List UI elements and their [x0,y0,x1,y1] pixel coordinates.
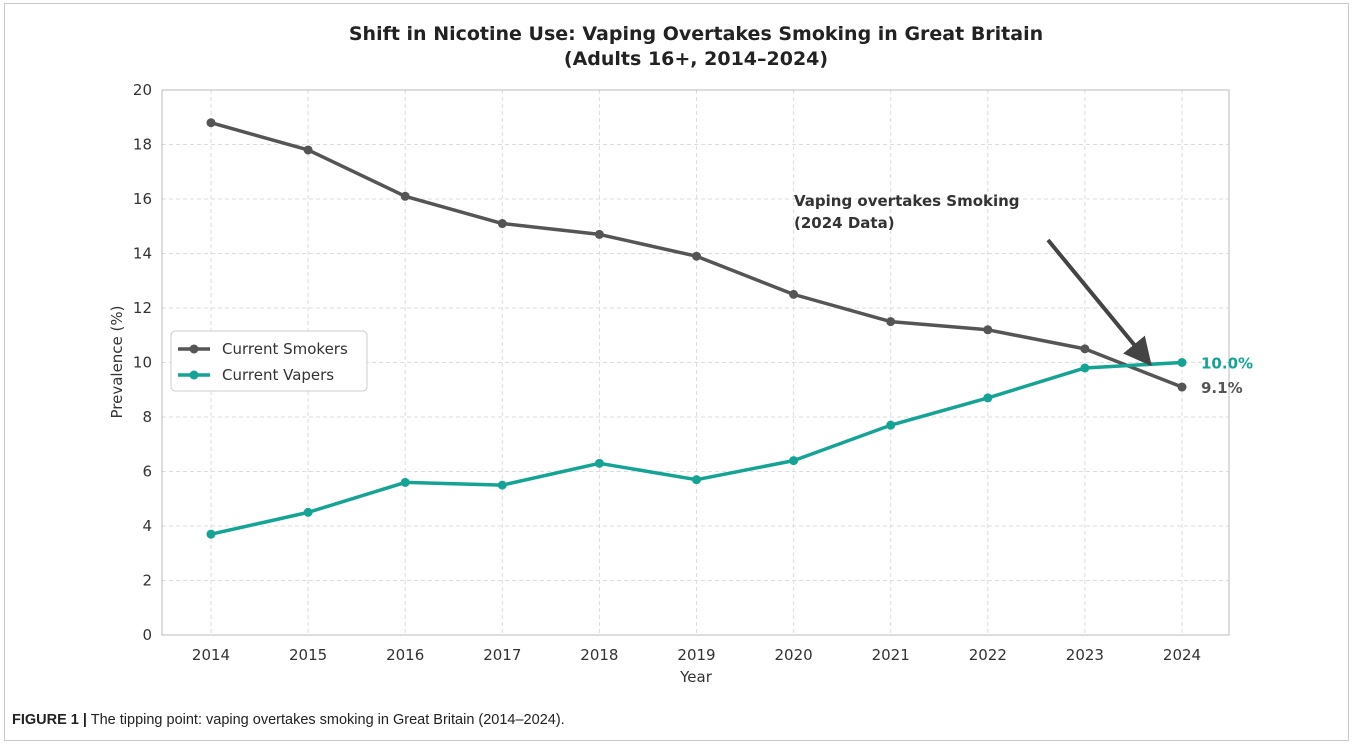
x-tick-label: 2020 [775,646,813,664]
chart-subtitle: (Adults 16+, 2014–2024) [564,48,828,70]
y-tick-label: 18 [133,136,152,154]
plot-area [161,89,1230,636]
data-point [206,118,216,128]
data-point [789,456,799,466]
legend-item: Current Vapers [178,366,334,384]
data-point [594,229,604,239]
data-point [692,475,701,485]
annotation-line-2: (2024 Data) [794,214,895,232]
series-current-smokers: 9.1% [206,118,1243,397]
end-value-label: 9.1% [1201,379,1243,397]
legend-box [170,330,368,392]
y-tick-label: 10 [133,354,152,372]
data-point [303,507,313,517]
data-point [983,393,993,403]
data-point [497,480,507,490]
x-tick-label: 2023 [1066,646,1104,664]
data-point [983,325,993,335]
y-tick-label: 6 [142,463,152,481]
y-axis-label: Prevalence (%) [108,305,126,418]
data-point [1177,382,1187,392]
x-tick-label: 2021 [872,646,910,664]
legend-marker [189,370,199,380]
x-tick-label: 2018 [580,646,618,664]
y-tick-label: 2 [142,572,152,590]
y-tick-label: 8 [142,408,152,426]
caption-label: FIGURE 1 | [12,712,87,728]
data-point [692,251,701,261]
caption-text: The tipping point: vaping overtakes smok… [86,712,565,728]
x-tick-label: 2014 [192,646,230,664]
y-tick-label: 20 [133,81,152,99]
y-tick-label: 14 [133,245,152,263]
chart-title: Shift in Nicotine Use: Vaping Overtakes … [349,23,1043,45]
x-tick-label: 2015 [289,646,327,664]
y-tick-label: 4 [142,517,152,535]
data-point [1080,344,1090,354]
annotation: Vaping overtakes Smoking (2024 Data) [794,192,1152,367]
x-tick-label: 2016 [386,646,424,664]
y-tick-label: 0 [142,626,152,644]
x-axis-label: Year [679,668,713,686]
data-point [303,145,313,155]
y-tick-label: 12 [133,299,152,317]
figure-caption: FIGURE 1 | The tipping point: vaping ove… [12,712,565,728]
legend-item: Current Smokers [178,340,348,358]
y-tick-label: 16 [133,190,152,208]
x-tick-label: 2024 [1163,646,1201,664]
data-point [886,317,896,327]
data-point [400,477,410,487]
data-point [1177,358,1187,367]
legend: Current Smokers Current Vapers [170,330,368,392]
annotation-arrow [1046,238,1152,367]
legend-label: Current Vapers [222,366,334,384]
x-tick-label: 2019 [677,646,715,664]
legend-label: Current Smokers [222,340,348,358]
data-point [1080,363,1090,373]
annotation-line-1: Vaping overtakes Smoking [794,192,1020,210]
data-point [206,529,216,539]
end-value-label: 10.0% [1201,355,1253,373]
x-tick-label: 2017 [483,646,521,664]
data-point [886,420,896,430]
x-tick-label: 2022 [969,646,1007,664]
data-point [497,219,507,229]
series-current-vapers: 10.0% [206,355,1253,539]
data-point [594,458,604,468]
data-point [789,289,799,299]
data-point [400,191,410,201]
legend-marker [189,344,199,354]
